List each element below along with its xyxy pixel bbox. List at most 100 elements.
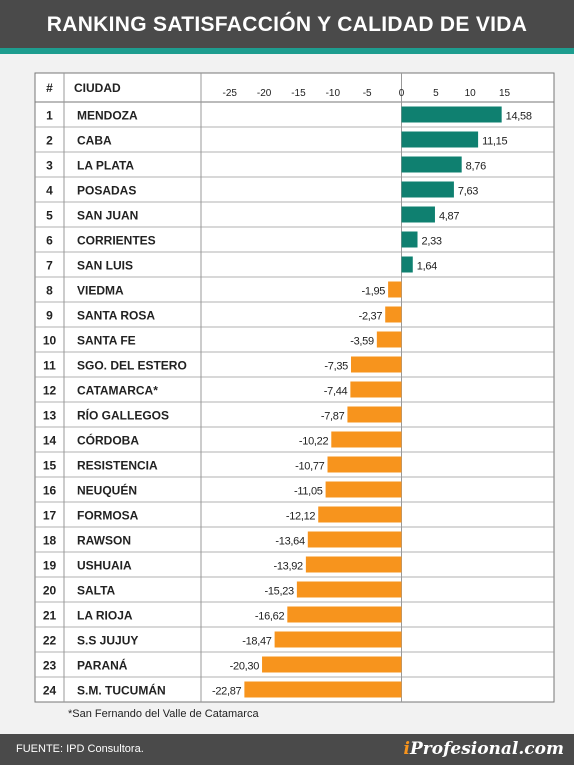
city-name: SGO. DEL ESTERO [77,359,187,373]
bar [327,456,402,473]
x-tick-label: -10 [326,88,341,99]
rank-number: 15 [43,459,57,473]
bar [401,231,418,248]
rank-number: 8 [46,284,53,298]
city-name: LA PLATA [77,159,134,173]
city-name: CATAMARCA* [77,384,158,398]
bar [376,331,402,348]
bar-value-label: 7,63 [458,186,478,198]
city-name: SAN JUAN [77,209,138,223]
bar [401,106,502,123]
bar-value-label: -3,59 [350,336,374,348]
x-tick-label: 15 [499,88,511,99]
rank-number: 13 [43,409,57,423]
city-name: S.M. TUCUMÁN [77,683,166,698]
rank-number: 1 [46,109,53,123]
rank-number: 11 [43,359,56,373]
bar-value-label: -10,22 [299,436,329,448]
footer-bar: FUENTE: IPD Consultora. iProfesional.com [0,734,574,765]
rank-number: 9 [46,309,53,323]
city-name: USHUAIA [77,559,132,573]
city-name: NEUQUÉN [77,483,137,498]
brand-logo: iProfesional.com [404,734,564,765]
rank-number: 22 [43,634,57,648]
bar [385,306,402,323]
bar-value-label: 14,58 [506,111,532,123]
rank-number: 19 [43,559,57,573]
bar-value-label: 1,64 [417,261,437,273]
city-name: MENDOZA [77,109,138,123]
page-title: RANKING SATISFACCIÓN Y CALIDAD DE VIDA [46,13,528,36]
bar-value-label: -2,37 [359,311,383,323]
x-tick-label: -25 [223,88,238,99]
rank-column-header: # [46,81,53,95]
city-name: SANTA FE [77,334,136,348]
city-name: SALTA [77,584,116,598]
footnote: *San Fernando del Valle de Catamarca [68,708,259,720]
city-name: SANTA ROSA [77,309,155,323]
brand-prefix: i [403,739,410,759]
city-name: CÓRDOBA [77,433,139,448]
rank-number: 24 [43,684,57,698]
city-name: LA RIOJA [77,609,133,623]
bar [325,481,402,498]
bar [287,606,402,623]
table-border [34,72,555,703]
bar-value-label: -22,87 [212,686,242,698]
source-text: FUENTE: IPD Consultora. [16,743,144,755]
bar-value-label: -16,62 [255,611,285,623]
city-column-header: CIUDAD [74,81,121,95]
rank-number: 18 [43,534,57,548]
city-name: RESISTENCIA [77,459,158,473]
rank-number: 17 [43,509,57,523]
x-tick-label: -5 [363,88,372,99]
rank-number: 4 [46,184,53,198]
rank-number: 23 [43,659,57,673]
rank-number: 12 [43,384,57,398]
rank-number: 3 [46,159,53,173]
city-name: FORMOSA [77,509,139,523]
rank-number: 14 [43,434,57,448]
bar-value-label: -7,35 [324,361,348,373]
rank-number: 16 [43,484,57,498]
bar-value-label: -13,92 [273,561,303,573]
bar-value-label: -13,64 [275,536,305,548]
bar-value-label: -12,12 [286,511,316,523]
bar [262,656,402,673]
bar-value-label: 4,87 [439,211,459,223]
bar-value-label: -15,23 [264,586,294,598]
city-name: RAWSON [77,534,131,548]
rank-number: 5 [46,209,53,223]
bar [350,381,402,398]
bar-value-label: -1,95 [362,286,386,298]
x-tick-label: -20 [257,88,272,99]
bar-value-label: 8,76 [466,161,486,173]
table-background [35,73,554,702]
rank-number: 10 [43,334,57,348]
bar [305,556,402,573]
rank-number: 2 [46,134,53,148]
city-name: RÍO GALLEGOS [77,408,169,423]
bar-value-label: 11,15 [482,136,507,148]
bar [401,256,413,273]
bar [296,581,402,598]
bar [388,281,402,298]
bar-value-label: -20,30 [230,661,260,673]
bar [318,506,402,523]
bar [274,631,402,648]
city-name: CORRIENTES [77,234,156,248]
accent-stripe [0,48,574,54]
header-bar [0,0,574,48]
brand-name: Profesional.com [409,739,564,759]
x-tick-label: 5 [433,88,439,99]
bar-value-label: -10,77 [295,461,325,473]
rank-number: 7 [46,259,53,273]
city-name: VIEDMA [77,284,124,298]
x-tick-label: 10 [465,88,477,99]
city-name: POSADAS [77,184,136,198]
bar [244,681,402,698]
rank-number: 6 [46,234,53,248]
bar [307,531,402,548]
city-name: S.S JUJUY [77,634,138,648]
rank-number: 20 [43,584,57,598]
